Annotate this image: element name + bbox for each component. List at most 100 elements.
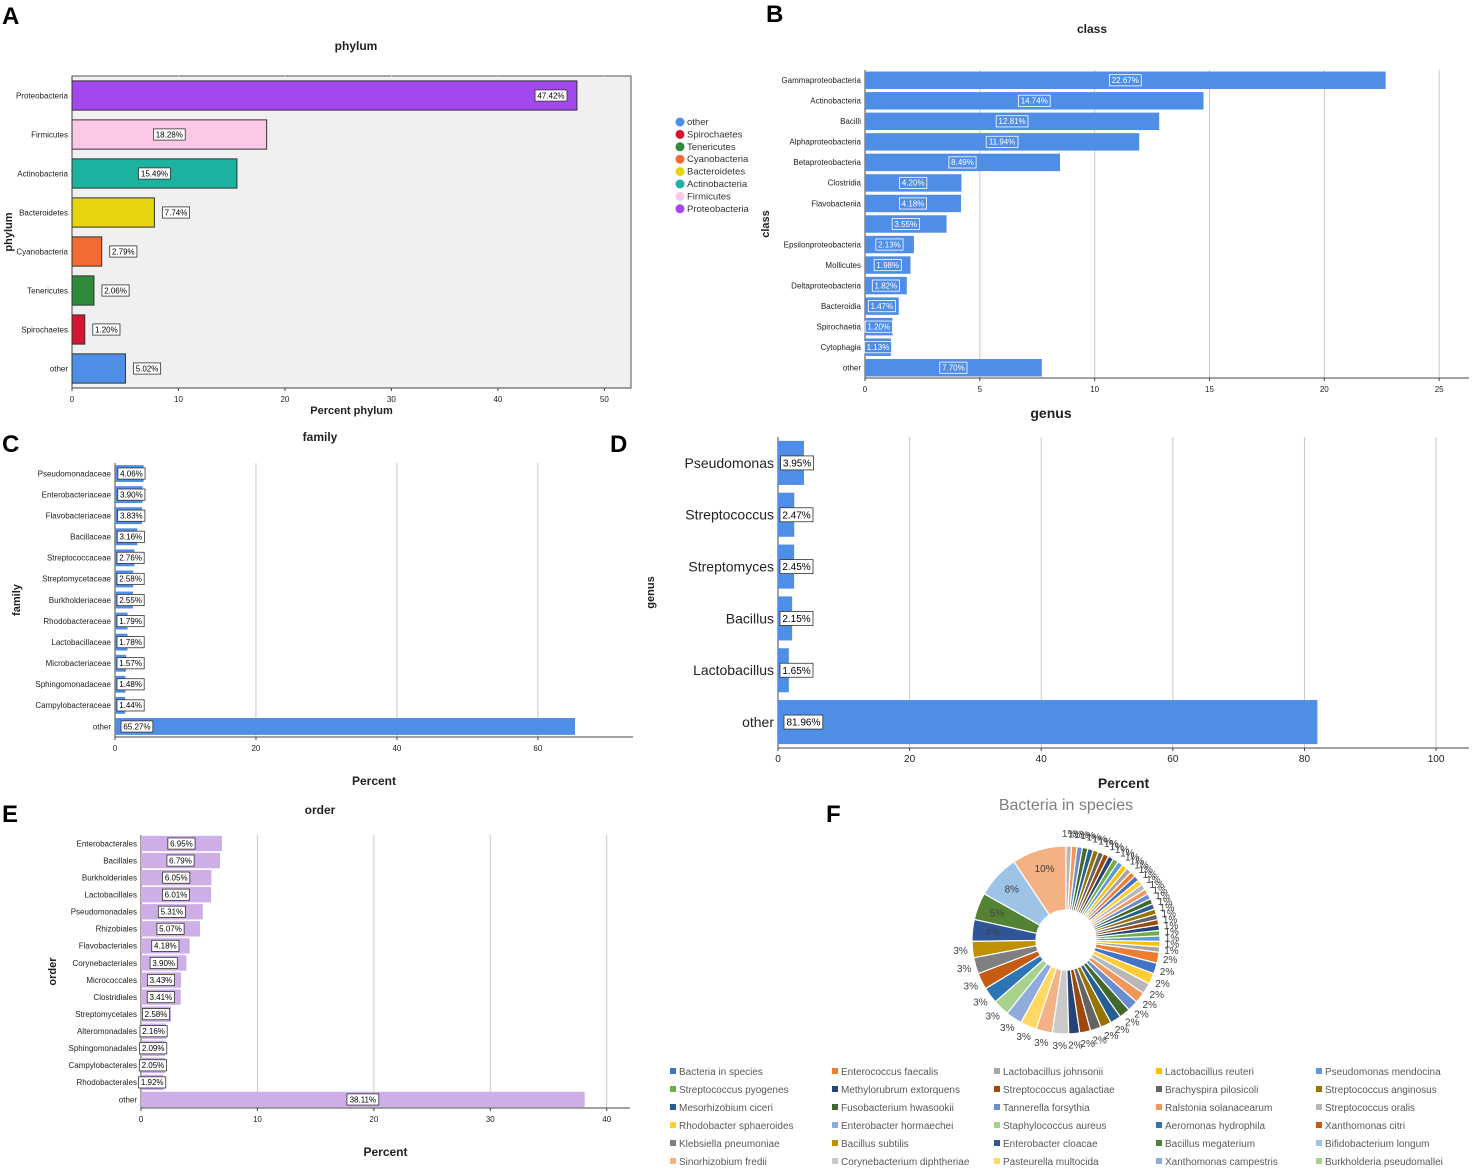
x-tick-label-3: 60 bbox=[533, 744, 542, 753]
x-tick-label-2: 10 bbox=[1090, 385, 1099, 394]
category-label-campylobacterales: Campylobacterales bbox=[69, 1061, 137, 1070]
pie-label-38: 1% bbox=[1142, 870, 1157, 881]
category-label-other: other bbox=[93, 722, 112, 731]
chart-family: 0 20 40 60 Pseudomonadaceae 4.06% Enterobacter… bbox=[11, 430, 633, 788]
legend-swatch-aeromonas-hydrophila bbox=[1156, 1122, 1162, 1128]
chart-phylum: 0 10 20 30 40 50 Proteobacteria 47.42% Firmicute… bbox=[3, 39, 750, 417]
legend-label-lactobacillus-johnsonii: Lactobacillus johnsonii bbox=[1003, 1067, 1103, 1078]
legend-swatch-klebsiella-pneumoniae bbox=[670, 1140, 676, 1146]
pie-label-6: 3% bbox=[964, 982, 979, 993]
value-label-7: 3.90% bbox=[152, 959, 175, 968]
pie-label-39: 1% bbox=[1139, 865, 1154, 876]
category-label-streptococcaceae: Streptococcaceae bbox=[47, 554, 112, 563]
category-label-other: other bbox=[50, 364, 69, 373]
value-label-box-5 bbox=[899, 176, 928, 189]
category-label-actinobacteria: Actinobacteria bbox=[810, 97, 861, 106]
x-tick-label-4: 40 bbox=[493, 395, 502, 404]
x-tick-label-1: 10 bbox=[253, 1115, 262, 1124]
category-label-epsilonproteobacteria: Epsilonproteobacteria bbox=[784, 240, 862, 249]
x-tick-label-0: 0 bbox=[139, 1115, 144, 1124]
category-label-mollicutes: Mollicutes bbox=[825, 261, 861, 270]
legend-swatch-methylorubrum-extorquens bbox=[832, 1086, 838, 1092]
pie-label-33: 1% bbox=[1158, 897, 1173, 908]
legend-label-rhodobacter-sphaeroides: Rhodobacter sphaeroides bbox=[679, 1121, 794, 1132]
category-label-corynebacteriales: Corynebacteriales bbox=[73, 959, 137, 968]
value-label-12: 1.20% bbox=[867, 322, 890, 331]
value-label-box-3 bbox=[116, 530, 145, 543]
panel-letter-d: D bbox=[610, 431, 627, 458]
pie-label-29: 1% bbox=[1164, 921, 1179, 932]
value-label-2: 3.83% bbox=[120, 511, 143, 520]
pie-label-21: 2% bbox=[1150, 990, 1165, 1001]
value-label-6: 1.20% bbox=[95, 325, 118, 334]
y-axis-title: class bbox=[760, 210, 772, 238]
pie-label-30: 1% bbox=[1163, 915, 1178, 926]
legend-swatch-streptococcus-anginosus bbox=[1316, 1086, 1322, 1092]
category-label-bacilli: Bacilli bbox=[840, 117, 861, 126]
category-label-bacillales: Bacillales bbox=[103, 856, 137, 865]
value-label-2: 15.49% bbox=[141, 169, 168, 178]
pie-label-10: 3% bbox=[1016, 1032, 1031, 1043]
value-label-0: 4.06% bbox=[120, 469, 143, 478]
pie-label-15: 2% bbox=[1092, 1036, 1107, 1047]
value-label-3: 2.15% bbox=[782, 614, 810, 625]
pie-label-45: 1% bbox=[1110, 842, 1125, 853]
pie-label-13: 2% bbox=[1068, 1041, 1083, 1052]
legend-swatch-rhodobacter-sphaeroides bbox=[670, 1122, 676, 1128]
category-label-other: other bbox=[742, 714, 774, 730]
value-label-box-8 bbox=[116, 636, 145, 649]
category-label-sphingomonadales: Sphingomonadales bbox=[69, 1044, 138, 1053]
legend-swatch-tannerella-forsythia bbox=[994, 1104, 1000, 1110]
value-label-box-4 bbox=[157, 905, 186, 918]
legend-label-streptococcus-agalactiae: Streptococcus agalactiae bbox=[1003, 1085, 1115, 1096]
chart-title: genus bbox=[1030, 405, 1071, 421]
legend-label-enterococcus-faecalis: Enterococcus faecalis bbox=[841, 1067, 938, 1078]
value-label-box-7 bbox=[116, 615, 145, 628]
value-label-7: 1.79% bbox=[119, 617, 142, 626]
value-label-box-8 bbox=[875, 238, 904, 251]
legend-label-bacillus-subtilis: Bacillus subtilis bbox=[841, 1139, 909, 1150]
x-axis-title: Percent bbox=[352, 774, 396, 788]
legend-swatch-bifidobacterium-longum bbox=[1316, 1140, 1322, 1146]
chart-title: phylum bbox=[335, 39, 378, 53]
pie-label-24: 2% bbox=[1163, 955, 1178, 966]
pie-label-40: 1% bbox=[1134, 861, 1149, 872]
category-label-alphaproteobacteria: Alphaproteobacteria bbox=[789, 138, 861, 147]
legend-label-pseudomonas-mendocina: Pseudomonas mendocina bbox=[1325, 1067, 1441, 1078]
x-tick-label-4: 20 bbox=[1320, 385, 1329, 394]
value-label-4: 8.49% bbox=[951, 158, 974, 167]
category-label-enterobacteriaceae: Enterobacteriaceae bbox=[42, 490, 112, 499]
pie-slice-53 bbox=[1065, 845, 1073, 911]
pie-label-50: 1% bbox=[1080, 831, 1095, 842]
panel-letter-e: E bbox=[2, 801, 18, 828]
pie-label-52: 1% bbox=[1068, 829, 1083, 840]
category-label-bacillaceae: Bacillaceae bbox=[70, 533, 111, 542]
bar-proteobacteria bbox=[71, 80, 578, 111]
value-label-9: 1.98% bbox=[876, 261, 899, 270]
pie-label-37: 1% bbox=[1146, 875, 1161, 886]
value-label-box-6 bbox=[116, 594, 145, 607]
x-tick-label-0: 0 bbox=[863, 385, 868, 394]
value-label-8: 3.43% bbox=[150, 976, 173, 985]
value-label-6: 4.18% bbox=[154, 942, 177, 951]
value-label-6: 2.55% bbox=[119, 596, 142, 605]
category-label-streptococcus: Streptococcus bbox=[685, 507, 774, 523]
category-label-tenericutes: Tenericutes bbox=[27, 286, 68, 295]
category-label-lactobacillus: Lactobacillus bbox=[693, 662, 774, 678]
category-label-clostridiales: Clostridiales bbox=[93, 993, 137, 1002]
legend-swatch-corynebacterium-diphtheriae bbox=[832, 1158, 838, 1164]
value-label-box-4 bbox=[779, 662, 814, 678]
value-label-box-4 bbox=[116, 551, 145, 564]
legend-marker-proteobacteria bbox=[675, 204, 685, 214]
value-label-box-12 bbox=[120, 720, 154, 733]
value-label-box-6 bbox=[92, 323, 121, 336]
category-label-burkholderiaceae: Burkholderiaceae bbox=[49, 596, 112, 605]
value-label-box-7 bbox=[133, 362, 162, 375]
category-label-rhodobacterales: Rhodobacterales bbox=[77, 1078, 137, 1087]
value-label-box-9 bbox=[146, 991, 175, 1004]
value-label-box-3 bbox=[985, 135, 1019, 148]
value-label-box-2 bbox=[117, 509, 146, 522]
legend-label-streptococcus-anginosus: Streptococcus anginosus bbox=[1325, 1085, 1437, 1096]
value-label-13: 2.05% bbox=[142, 1061, 165, 1070]
legend-label-streptococcus-pyogenes: Streptococcus pyogenes bbox=[679, 1085, 789, 1096]
